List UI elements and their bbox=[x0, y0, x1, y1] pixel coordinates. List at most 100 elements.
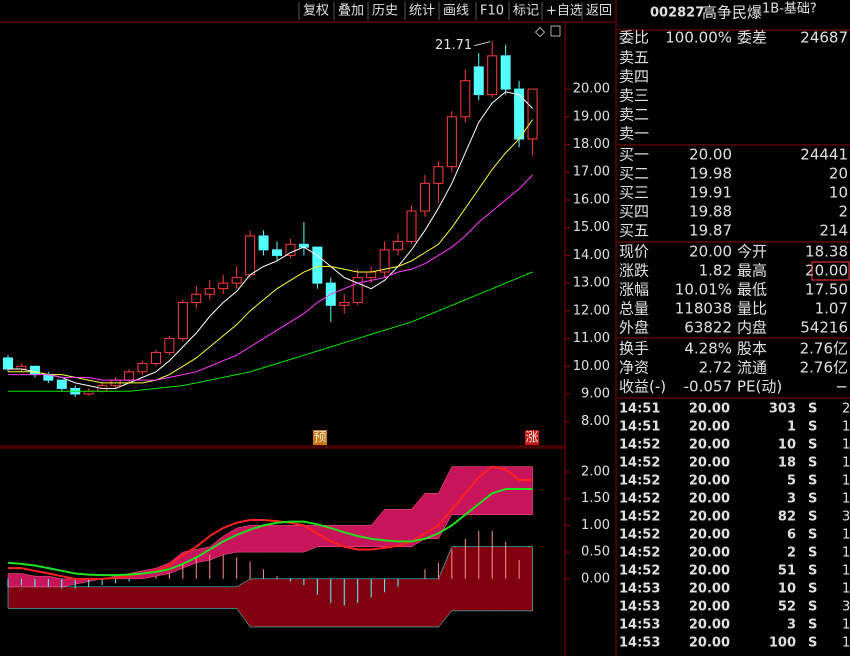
quote-text: 18.38 bbox=[805, 243, 848, 261]
quote-text: 2.72 bbox=[699, 359, 732, 377]
quote-text: 20 bbox=[829, 165, 848, 183]
quote-text: 最低 bbox=[737, 281, 767, 299]
trade-volume: 303 bbox=[769, 402, 796, 417]
trade-side: S bbox=[808, 420, 817, 435]
trade-count: 1 bbox=[842, 438, 850, 453]
y-tick-label: 0.50 bbox=[581, 545, 610, 560]
y-tick-label: 14.00 bbox=[573, 248, 610, 263]
trade-time: 14:52 bbox=[619, 456, 660, 471]
candle-body bbox=[29, 365, 40, 376]
quote-text: 买四 bbox=[619, 203, 649, 221]
trade-count: 2 bbox=[842, 402, 850, 417]
quote-text: 外盘 bbox=[619, 319, 649, 337]
quote-text: 24687 bbox=[800, 29, 848, 47]
quote-text: 买一 bbox=[619, 146, 649, 164]
candle-body bbox=[137, 362, 148, 373]
stock-code: 002827 bbox=[650, 6, 704, 21]
quote-text: 17.50 bbox=[805, 281, 848, 299]
trade-volume: 3 bbox=[787, 492, 796, 507]
candle-body bbox=[473, 66, 484, 96]
trade-volume: 52 bbox=[778, 600, 796, 615]
trade-volume: 100 bbox=[769, 636, 796, 651]
toolbar-button[interactable]: +自选 bbox=[546, 4, 583, 19]
line bbox=[8, 119, 533, 384]
quote-text: 20.00 bbox=[805, 262, 848, 280]
icon[interactable] bbox=[550, 25, 561, 37]
trade-price: 20.00 bbox=[689, 546, 730, 561]
quote-text: 4.28% bbox=[684, 340, 732, 358]
toolbar-button[interactable]: 统计 bbox=[409, 4, 435, 19]
candle-body bbox=[460, 80, 471, 118]
trade-count: 1 bbox=[842, 546, 850, 561]
trade-volume: 10 bbox=[778, 438, 796, 453]
candle-body bbox=[245, 235, 256, 276]
high-box bbox=[811, 261, 850, 281]
trade-count: 1 bbox=[842, 528, 850, 543]
quote-text: 19.87 bbox=[689, 222, 732, 240]
icon[interactable]: ◇ bbox=[535, 25, 545, 40]
toolbar-button[interactable]: F10 bbox=[480, 4, 504, 19]
toolbar-button[interactable]: 返回 bbox=[586, 4, 612, 19]
line bbox=[8, 465, 533, 580]
quote-text: 委比 bbox=[619, 29, 649, 47]
candle-body bbox=[150, 351, 161, 364]
candle-body bbox=[124, 371, 135, 381]
candle-body bbox=[352, 277, 363, 304]
candle-body bbox=[3, 357, 13, 370]
quote-text: 2 bbox=[838, 203, 848, 221]
trade-time: 14:52 bbox=[619, 546, 660, 561]
y-tick-label: 13.00 bbox=[573, 276, 610, 291]
candle-body bbox=[285, 243, 296, 256]
y-tick-label: 17.00 bbox=[573, 165, 610, 180]
trade-count: 3 bbox=[842, 600, 850, 615]
line bbox=[8, 271, 533, 392]
trade-price: 20.00 bbox=[689, 600, 730, 615]
candle-body bbox=[366, 271, 377, 279]
quote-text: 1.82 bbox=[699, 262, 732, 280]
trade-count: 1 bbox=[842, 420, 850, 435]
trade-side: S bbox=[808, 510, 817, 525]
quote-text: 卖二 bbox=[619, 106, 649, 124]
toolbar-button[interactable]: 历史 bbox=[372, 4, 398, 19]
max-annotation: 21.71 bbox=[435, 38, 472, 53]
toolbar-button[interactable]: 叠加 bbox=[338, 4, 364, 19]
toolbar-button[interactable]: 标记 bbox=[513, 4, 539, 19]
trade-time: 14:53 bbox=[619, 600, 660, 615]
quote-text: 流通 bbox=[737, 359, 767, 377]
y-tick-label: 15.00 bbox=[573, 220, 610, 235]
quote-text: 量比 bbox=[737, 300, 767, 318]
y-tick-label: 1.00 bbox=[581, 518, 610, 533]
trade-count: 1 bbox=[842, 564, 850, 579]
stock-tag: 1B-基础? bbox=[762, 2, 817, 17]
candle-body bbox=[527, 88, 538, 140]
trade-time: 14:52 bbox=[619, 492, 660, 507]
trade-side: S bbox=[808, 456, 817, 471]
trade-side: S bbox=[808, 528, 817, 543]
candle-body bbox=[487, 55, 498, 96]
trade-time: 14:52 bbox=[619, 510, 660, 525]
trade-volume: 82 bbox=[778, 510, 796, 525]
line bbox=[7, 488, 533, 577]
trade-side: S bbox=[808, 582, 817, 597]
y-tick-label: 2.00 bbox=[581, 464, 610, 479]
candle-body bbox=[406, 210, 417, 243]
stock-name: 高争民爆 bbox=[702, 4, 762, 22]
quote-text: -0.057 bbox=[684, 378, 732, 396]
trade-side: S bbox=[808, 438, 817, 453]
quote-text: 股本 bbox=[737, 340, 767, 358]
trade-volume: 1 bbox=[787, 420, 796, 435]
quote-text: 内盘 bbox=[737, 319, 767, 337]
quote-text: 现价 bbox=[619, 243, 649, 261]
toolbar-button[interactable]: 画线 bbox=[443, 4, 469, 19]
quote-text: 19.88 bbox=[689, 203, 732, 221]
trade-count: 1 bbox=[842, 474, 850, 489]
quote-text: 涨幅 bbox=[619, 281, 649, 299]
trade-side: S bbox=[808, 402, 817, 417]
quote-text: 2.76亿 bbox=[800, 359, 848, 377]
quote-text: 20.00 bbox=[689, 243, 732, 261]
quote-text: 19.98 bbox=[689, 165, 732, 183]
candle-body bbox=[393, 241, 404, 251]
toolbar-button[interactable]: 复权 bbox=[303, 3, 329, 19]
